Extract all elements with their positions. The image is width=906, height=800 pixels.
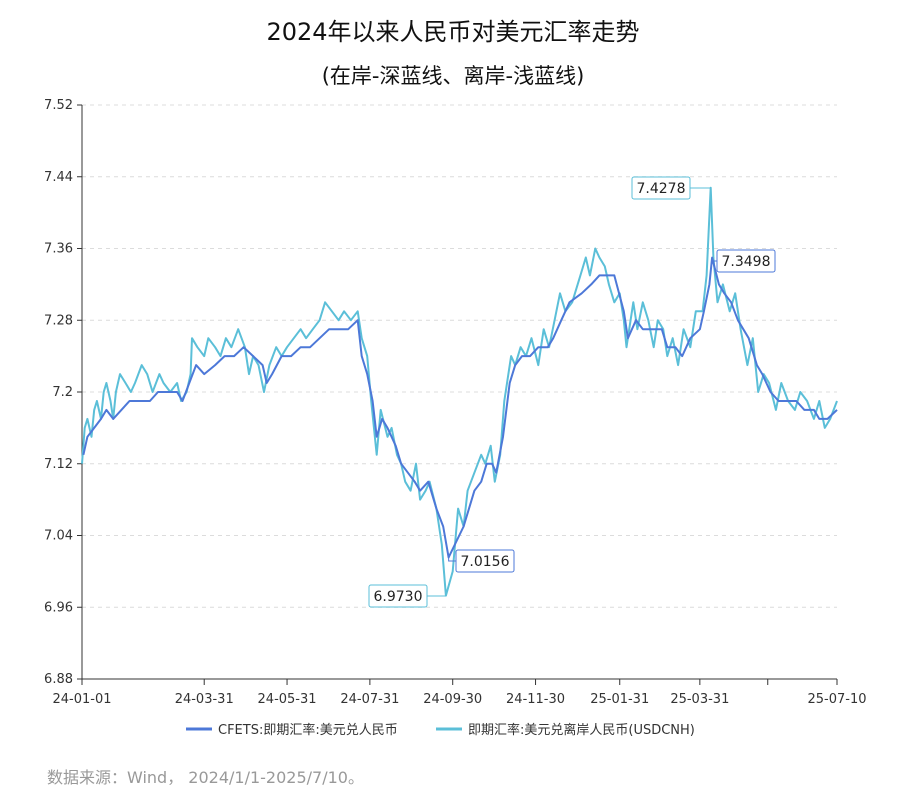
y-tick-label: 6.96: [44, 600, 73, 615]
chart-subtitle: (在岸-深蓝线、离岸-浅蓝线): [321, 64, 585, 88]
y-tick-label: 7.2: [52, 385, 73, 400]
callout-box: [716, 249, 776, 273]
x-tick-label: 25-07-10: [807, 692, 866, 707]
y-tick-label: 6.88: [44, 672, 73, 687]
callout-box: [455, 549, 515, 573]
x-tick-label: 25-03-31: [670, 692, 729, 707]
callout-leader: [448, 557, 456, 562]
x-tick-label: 24-07-31: [340, 692, 399, 707]
x-tick-label: 24-09-30: [423, 692, 482, 707]
y-tick-label: 7.12: [44, 457, 73, 472]
y-tick-label: 7.04: [44, 529, 73, 544]
series-line-onshore: [82, 256, 838, 559]
x-tick-label: 24-11-30: [506, 692, 565, 707]
x-tick-label: 24-01-01: [52, 692, 111, 707]
callout-label: 7.4278: [637, 181, 686, 197]
legend-item-offshore: 即期汇率:美元兑离岸人民币(USDCNH): [468, 722, 695, 738]
callout-leader: [711, 257, 717, 262]
x-tick-label: 25-01-31: [590, 692, 649, 707]
x-tick-label: 24-03-31: [175, 692, 234, 707]
chart-title: 2024年以来人民币对美元汇率走势: [266, 18, 640, 46]
callout-box: [368, 584, 428, 608]
source-note: 数据来源：Wind， 2024/1/1-2025/7/10。: [47, 768, 364, 787]
y-tick-label: 7.28: [44, 313, 73, 328]
callout-box: [631, 176, 691, 200]
y-tick-label: 7.52: [44, 98, 73, 113]
x-tick-label: 24-05-31: [258, 692, 317, 707]
callout-label: 6.9730: [374, 589, 423, 605]
legend-item-onshore: CFETS:即期汇率:美元兑人民币: [218, 722, 398, 738]
y-tick-label: 7.36: [44, 242, 73, 257]
callout-label: 7.0156: [461, 554, 510, 570]
callout-label: 7.3498: [722, 254, 771, 270]
y-tick-label: 7.44: [44, 170, 73, 185]
